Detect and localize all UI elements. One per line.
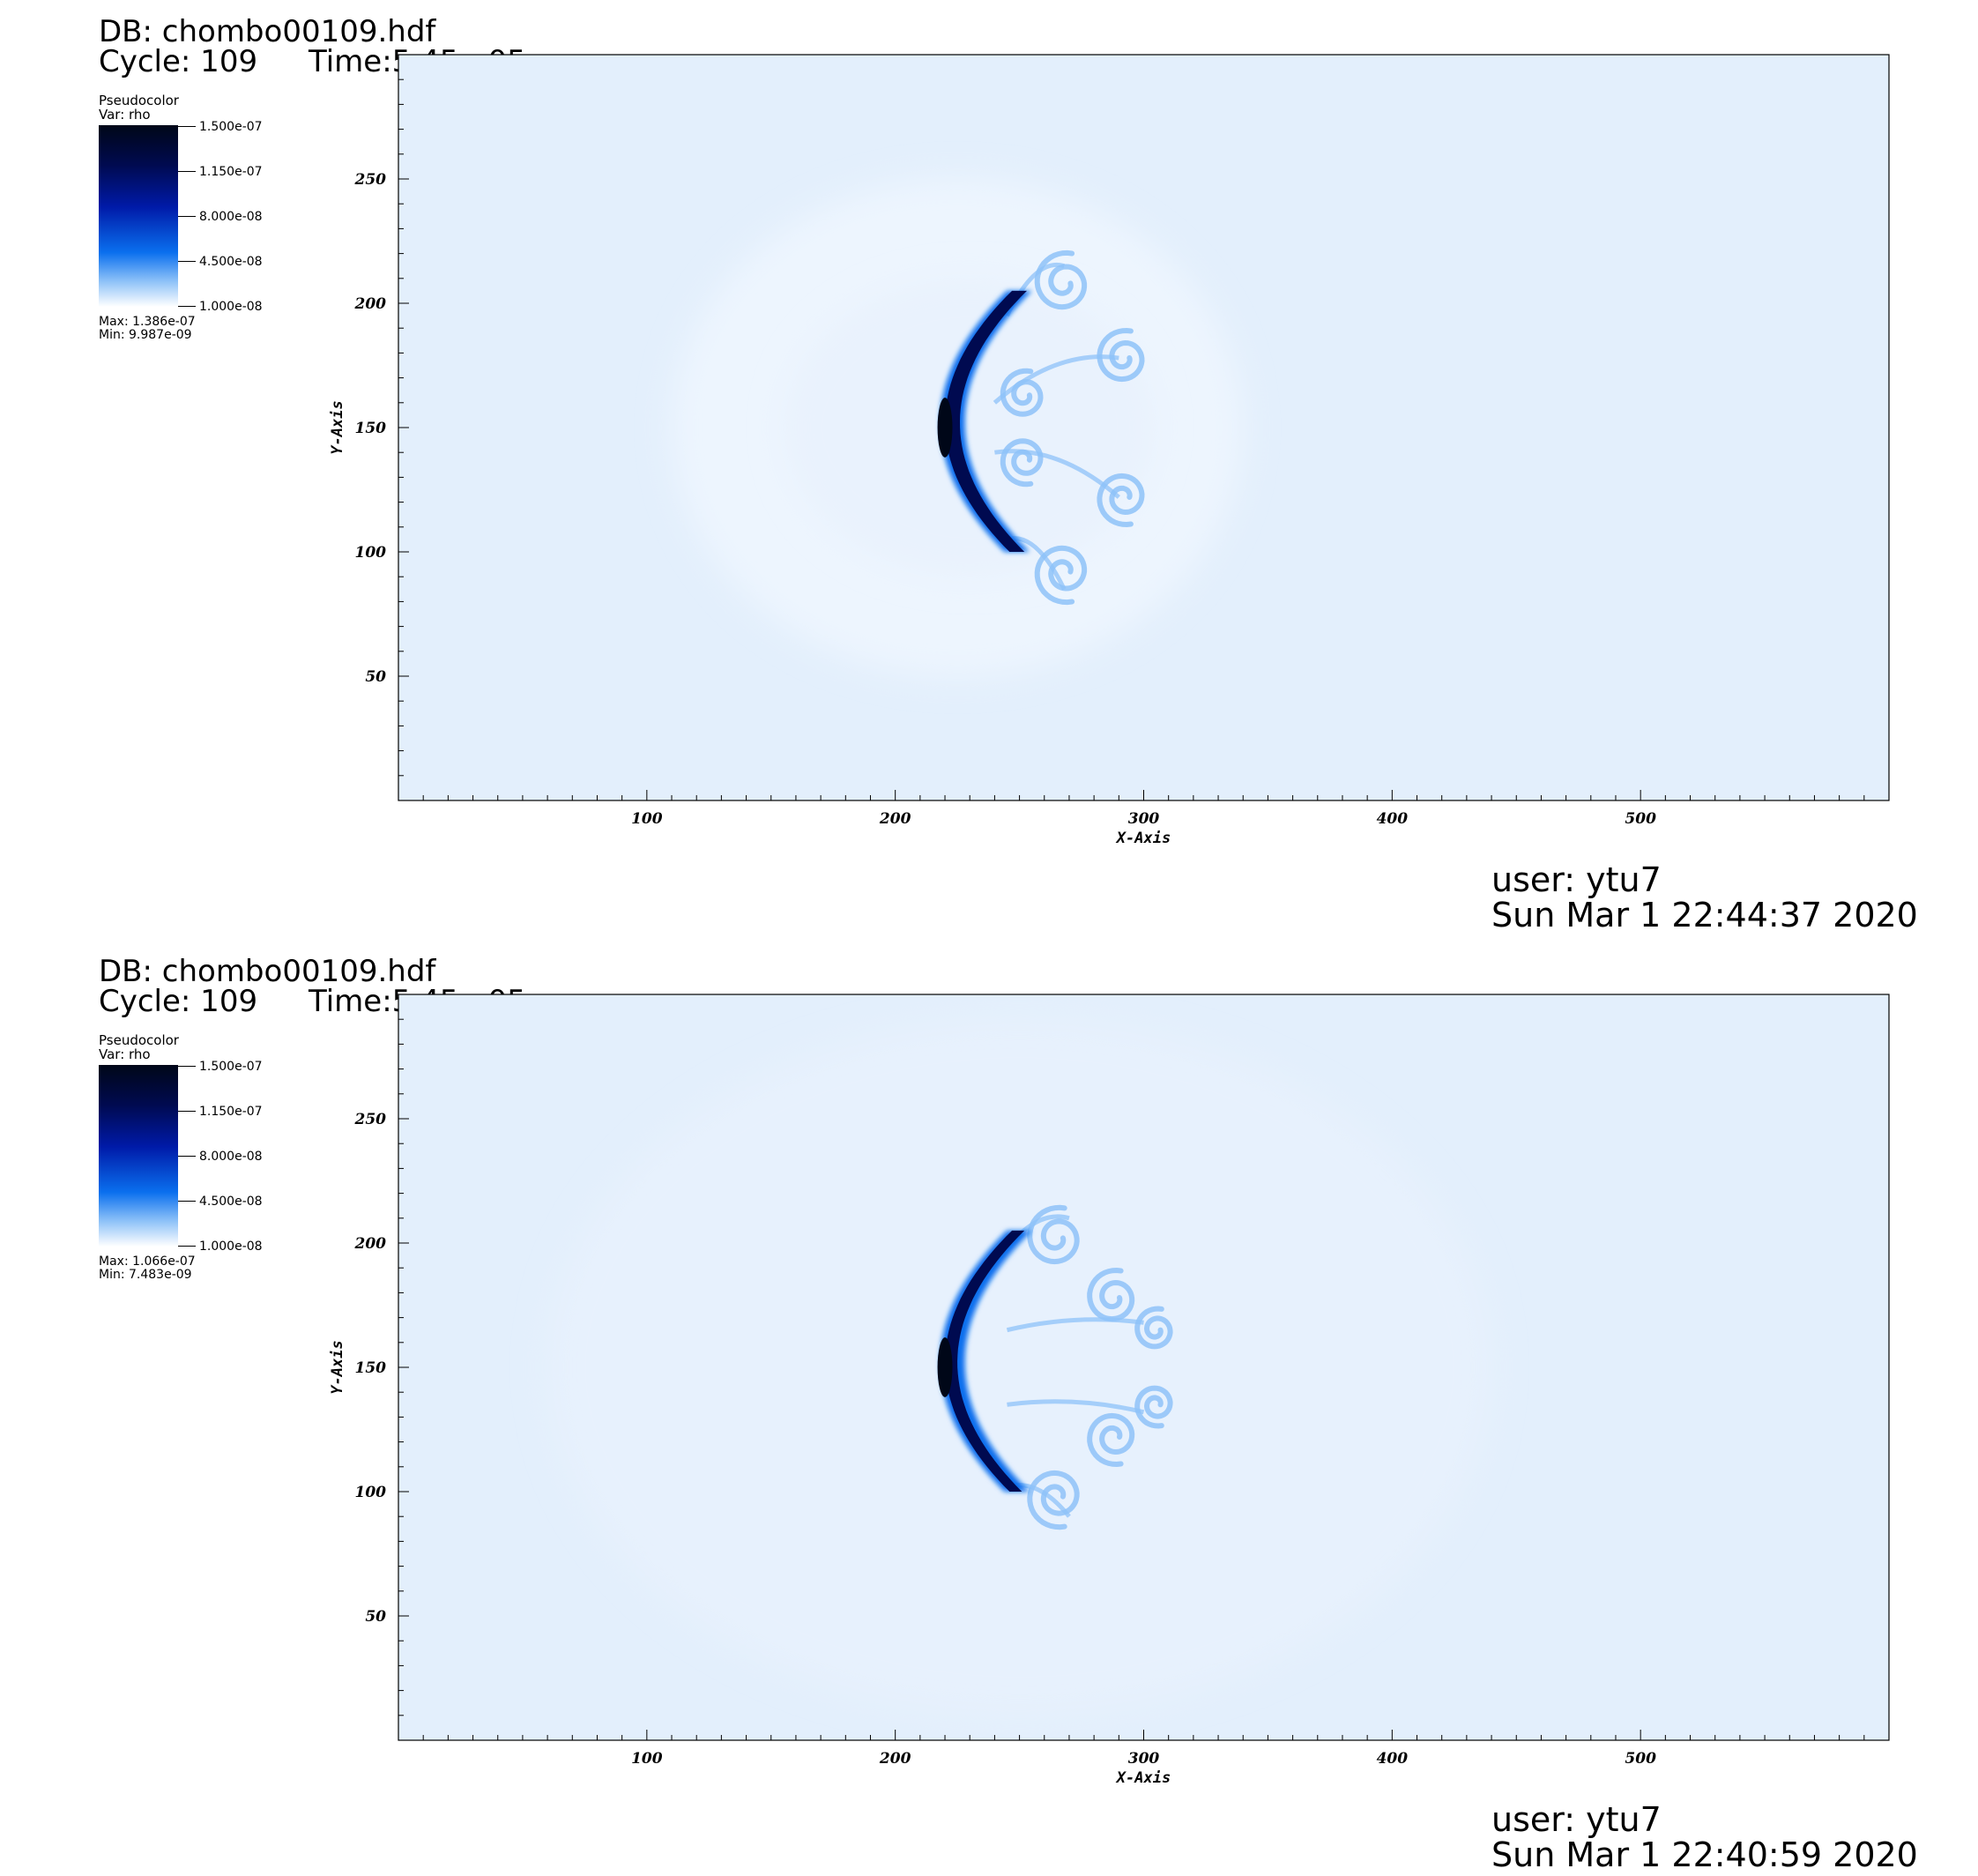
dense-front-core — [945, 290, 1027, 552]
legend-tick-label: 4.500e-08 — [199, 1195, 263, 1209]
legend-tick-label: 1.000e-08 — [199, 300, 263, 314]
x-tick-label: 500 — [1625, 810, 1656, 828]
legend-tick — [178, 1201, 196, 1202]
legend-tick — [178, 126, 196, 127]
legend-tick — [178, 1246, 196, 1247]
x-axis-label: X-Axis — [1115, 830, 1171, 847]
x-tick-label: 400 — [1377, 810, 1409, 828]
x-tick-label: 100 — [631, 810, 663, 828]
user-label: user: ytu7 — [1491, 1800, 1662, 1839]
cycle-label: Cycle: 109 — [99, 984, 258, 1019]
database-label: DB: chombo00109.hdf — [99, 14, 436, 49]
y-tick-label: 150 — [355, 420, 387, 437]
x-axis-label: X-Axis — [1115, 1769, 1171, 1787]
density-field — [547, 1019, 1492, 1716]
density-field — [672, 179, 1244, 676]
vortex-filament — [1087, 1267, 1135, 1322]
plot-panel: DB: chombo00109.hdf Cycle: 109 Time:5.45… — [0, 940, 1978, 1876]
x-tick-label: 500 — [1625, 1750, 1656, 1768]
legend-tick — [178, 216, 196, 217]
vortex-filament — [1007, 1399, 1145, 1415]
shock-shell — [547, 1019, 1492, 1716]
vortex-filament — [993, 354, 1119, 405]
y-tick-label: 50 — [365, 668, 386, 686]
legend-tick-label: 1.150e-07 — [199, 165, 263, 179]
shock-shell — [783, 278, 1156, 577]
vortex-filament — [1097, 473, 1145, 528]
legend-max: Max: 1.066e-07 — [99, 1254, 196, 1269]
y-axis-label: Y-Axis — [329, 400, 346, 454]
pseudocolor-plot: 100 200 300 400 500 50 100 150 200 250 X-Axis Y-Axi… — [329, 994, 1890, 1787]
legend-tick-label: 1.150e-07 — [199, 1105, 263, 1119]
vortex-filament — [1097, 327, 1145, 383]
y-tick-label: 200 — [354, 295, 387, 313]
legend-tick — [178, 306, 196, 307]
pseudocolor-plot: 100 200 300 400 500 50 100 150 200 250 X-Axis Y-Axi… — [329, 54, 1890, 847]
x-tick-label: 400 — [1377, 1750, 1409, 1768]
vortex-filament — [994, 449, 1120, 499]
x-tick-label: 100 — [631, 1750, 663, 1768]
vortex-filament — [1027, 1204, 1080, 1265]
vortex-filament — [1034, 545, 1088, 606]
x-tick-label: 300 — [1128, 810, 1160, 828]
y-tick-label: 100 — [355, 544, 387, 562]
vortex-filament — [1087, 1412, 1135, 1468]
y-tick-label: 200 — [354, 1235, 387, 1253]
y-tick-label: 150 — [355, 1359, 387, 1377]
legend-tick-label: 1.500e-07 — [199, 1060, 263, 1074]
legend-tick-label: 4.500e-08 — [199, 255, 263, 269]
cycle-label: Cycle: 109 — [99, 44, 258, 79]
legend-plot-type: Pseudocolor — [99, 93, 179, 108]
legend-min: Min: 7.483e-09 — [99, 1268, 192, 1282]
colorbar — [99, 125, 178, 307]
dense-front-peak — [937, 1337, 953, 1397]
legend-variable: Var: rho — [99, 1046, 151, 1062]
x-tick-label: 200 — [879, 1750, 911, 1768]
legend-tick — [178, 171, 196, 172]
user-label: user: ytu7 — [1491, 860, 1662, 899]
legend-tick-label: 1.000e-08 — [199, 1240, 263, 1254]
legend-tick — [178, 1156, 196, 1157]
date-label: Sun Mar 1 22:40:59 2020 — [1491, 1835, 1918, 1874]
y-tick-label: 250 — [354, 1111, 387, 1128]
database-label: DB: chombo00109.hdf — [99, 954, 436, 989]
legend-tick-label: 8.000e-08 — [199, 210, 263, 224]
legend-tick-label: 1.500e-07 — [199, 120, 263, 134]
dense-front-core — [945, 1230, 1025, 1492]
date-label: Sun Mar 1 22:44:37 2020 — [1491, 896, 1918, 934]
legend-tick — [178, 261, 196, 262]
y-tick-label: 250 — [354, 171, 387, 189]
dense-front-peak — [937, 398, 953, 458]
plot-panel: DB: chombo00109.hdf Cycle: 109 Time:5.45… — [0, 0, 1978, 936]
x-tick-label: 300 — [1128, 1750, 1160, 1768]
y-axis-label: Y-Axis — [329, 1340, 346, 1394]
legend-plot-type: Pseudocolor — [99, 1032, 179, 1048]
legend-min: Min: 9.987e-09 — [99, 328, 192, 342]
vortex-filament — [1134, 1306, 1173, 1350]
vortex-filament — [1034, 249, 1088, 310]
x-tick-label: 200 — [879, 810, 911, 828]
legend-tick — [178, 1066, 196, 1067]
vortex-filament — [1027, 1470, 1080, 1530]
y-tick-label: 50 — [365, 1608, 386, 1626]
y-tick-label: 100 — [355, 1484, 387, 1501]
legend-tick — [178, 1111, 196, 1112]
colorbar — [99, 1065, 178, 1247]
legend-variable: Var: rho — [99, 107, 151, 123]
legend-max: Max: 1.386e-07 — [99, 315, 196, 329]
legend-tick-label: 8.000e-08 — [199, 1150, 263, 1164]
vortex-filament — [1134, 1385, 1173, 1429]
vortex-filament — [1006, 1317, 1144, 1333]
